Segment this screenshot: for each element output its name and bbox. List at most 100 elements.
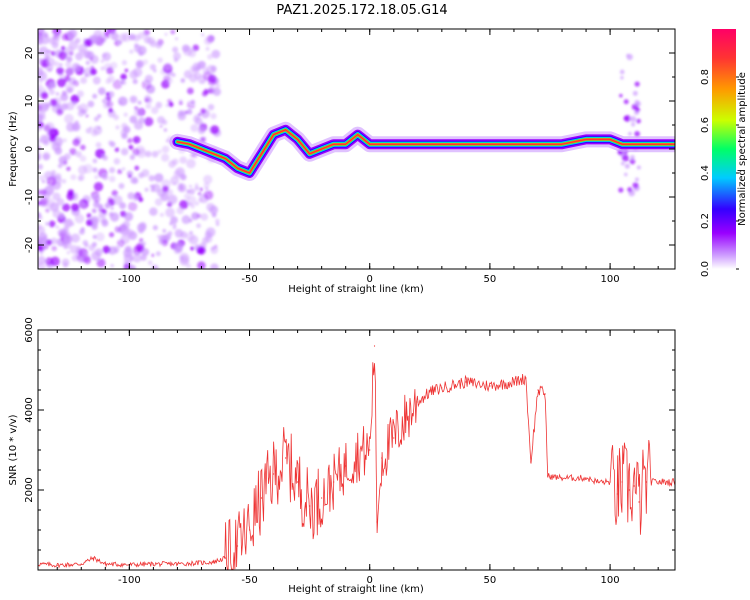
spectrogram-noise-cell [186, 158, 196, 169]
spectrogram-noise-cell [127, 192, 135, 200]
spectrogram-noise-cell [95, 142, 102, 148]
spectrogram-noise-cell [112, 79, 123, 90]
colorbar-tick-label: 0.8 [700, 69, 711, 85]
spectrogram-noise-cell [112, 195, 123, 206]
spectrogram-marks [38, 29, 675, 269]
spectrogram-noise-cell [132, 135, 141, 144]
spectrogram-noise-cell [93, 181, 104, 192]
spectrogram-noise-cell [178, 101, 183, 105]
spectrogram-noise-cell [89, 68, 97, 76]
spectrogram-noise-cell [109, 167, 116, 174]
spectrogram-noise-cell [177, 110, 185, 117]
spectrogram-spike-cell [630, 116, 637, 123]
spectrogram-noise-cell [91, 241, 97, 247]
colorbar-tick-label: 0.6 [700, 117, 711, 133]
spectrogram-noise-cell [123, 112, 128, 117]
spectrogram-noise-cell [170, 216, 178, 224]
spectrogram-x-tick-label: -50 [241, 274, 257, 285]
spectrogram-noise-cell [156, 234, 161, 239]
snr-data-point [224, 557, 227, 559]
spectrogram-noise-cell [96, 34, 106, 43]
spectrogram-noise-cell [202, 71, 213, 82]
spectrogram-noise-cell [203, 88, 210, 95]
snr-data-point [417, 401, 419, 403]
spectrogram-noise-cell [171, 72, 176, 78]
spectrogram-noise-cell [69, 148, 77, 156]
chart-title: PAZ1.2025.172.18.05.G14 [276, 3, 447, 18]
spectrogram-noise-cell [84, 73, 89, 78]
spectrogram-noise-cell [203, 190, 214, 200]
spectrogram-noise-cell [194, 117, 203, 125]
snr-data-point [616, 493, 618, 495]
snr-data-point [513, 381, 515, 383]
spectrogram-noise-cell [103, 30, 109, 36]
spectrogram-noise-cell [74, 213, 85, 224]
spectrogram-noise-cell [175, 37, 179, 41]
spectrogram-noise-cell [110, 61, 118, 70]
spectrogram-noise-cell [83, 38, 92, 47]
snr-data-point [236, 545, 239, 547]
spectrogram-noise-cell [70, 233, 81, 243]
spectrogram-noise-cell [149, 207, 158, 216]
spectrogram-noise-cell [203, 174, 213, 185]
spectrogram-noise-cell [154, 173, 164, 183]
spectrogram-noise-cell [121, 132, 128, 140]
spectrogram-noise-cell [165, 103, 170, 108]
snr-series-line [38, 362, 675, 570]
spectrogram-noise-cell [210, 65, 217, 72]
spectrogram-noise-cell [83, 256, 92, 265]
spectrogram-spike-cell [623, 99, 629, 105]
spectrogram-noise-cell [39, 175, 45, 181]
spectrogram-noise-cell [56, 108, 63, 116]
spectrogram-noise-cell [55, 225, 59, 229]
snr-x-tick-label: -100 [118, 575, 141, 586]
spectrogram-noise-cell [190, 124, 199, 133]
snr-data-point [56, 564, 58, 566]
spectrogram-noise-cell [132, 79, 138, 85]
spectrogram-noise-cell [201, 33, 205, 37]
spectrogram-noise-cell [66, 56, 73, 63]
spectrogram-noise-cell [196, 223, 201, 229]
snr-data-point [176, 563, 179, 565]
spectrogram-noise-cell [40, 91, 49, 100]
spectrogram-noise-cell [73, 192, 78, 197]
snr-data-point [621, 481, 623, 483]
spectrogram-noise-cell [110, 263, 114, 268]
spectrogram-noise-cell [123, 253, 134, 263]
spectrogram-noise-cell [140, 254, 147, 261]
snr-y-tick-label: 6000 [24, 317, 35, 342]
spectrogram-noise-cell [38, 215, 43, 221]
snr-data-point [530, 461, 532, 463]
spectrogram-noise-cell [211, 49, 221, 59]
spectrogram-noise-cell [129, 154, 135, 160]
spectrogram-noise-cell [76, 90, 84, 98]
snr-data-point [489, 385, 491, 387]
spectrogram-noise-cell [50, 237, 58, 245]
colorbar: 0.0 0.2 0.4 0.6 0.8 Normalized spectral ampl… [700, 29, 748, 277]
spectrogram-spike-cell [631, 122, 636, 127]
spectrogram-noise-cell [129, 70, 139, 80]
spectrogram-noise-cell [101, 218, 108, 225]
spectrogram-noise-cell [197, 261, 206, 269]
snr-data-point [297, 481, 299, 483]
spectrogram-noise-cell [180, 78, 186, 83]
spectrogram-noise-cell [171, 158, 179, 166]
snr-data-point [393, 437, 395, 439]
spectrogram-noise-cell [74, 37, 81, 44]
spectrogram-spike-cell [636, 165, 641, 170]
spectrogram-noise-cell [65, 83, 75, 93]
spectrogram-noise-cell [145, 103, 152, 109]
spectrogram-noise-cell [134, 43, 139, 48]
spectrogram-noise-cell [119, 223, 127, 232]
spectrogram-noise-cell [121, 60, 128, 66]
spectrogram-noise-cell [159, 212, 164, 217]
spectrogram-noise-cell [80, 227, 85, 232]
spectrogram-noise-cell [130, 96, 137, 103]
spectrogram-noise-cell [38, 190, 46, 201]
spectrogram-noise-cell [38, 59, 44, 66]
spectrogram-noise-cell [62, 239, 72, 250]
spectrogram-noise-cell [152, 225, 158, 231]
snr-data-point [429, 391, 431, 393]
spectrogram-noise-cell [95, 232, 105, 242]
snr-data-point [309, 505, 311, 507]
